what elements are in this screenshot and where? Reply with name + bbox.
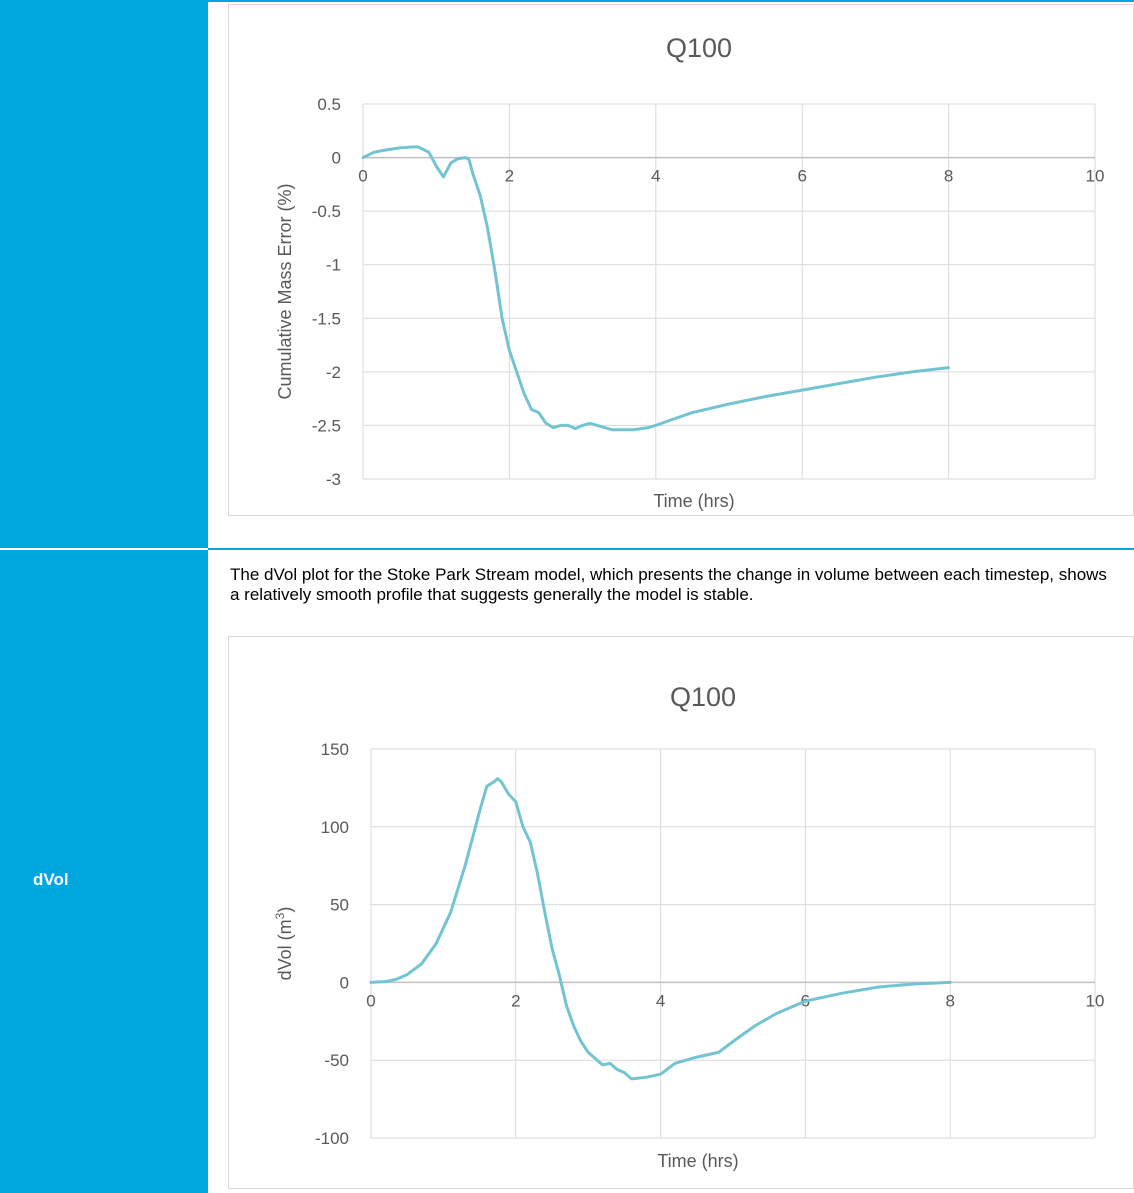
chart-title: Q100 (666, 33, 732, 63)
y-tick-label: -1 (326, 256, 341, 275)
y-axis-label: Cumulative Mass Error (%) (275, 183, 295, 399)
x-tick-label: 2 (511, 991, 520, 1010)
y-tick-label: -1.5 (312, 309, 341, 328)
mass-error-chart: Q100 0.5 0 -0.5 -1 -1.5 -2 -2.5 -3 0 2 4 6 8 10 Time (h… (228, 4, 1134, 516)
y-tick-label: 0.5 (317, 95, 341, 114)
y-axis-label: dVol (m3) (273, 907, 295, 981)
table-row-divider (208, 548, 1134, 550)
y-tick-label: -3 (326, 470, 341, 489)
y-tick-label: -100 (315, 1129, 349, 1148)
y-tick-label: -50 (324, 1051, 349, 1070)
x-axis-label: Time (hrs) (657, 1151, 738, 1171)
y-tick-label: -2.5 (312, 416, 341, 435)
x-axis-label: Time (hrs) (653, 491, 734, 511)
x-tick-label: 4 (651, 167, 660, 186)
dvol-chart: Q100 150 100 50 0 -50 -100 0 2 4 6 8 10 Time (hrs) dVo… (228, 636, 1134, 1189)
y-tick-label: -2 (326, 363, 341, 382)
x-tick-label: 10 (1086, 991, 1105, 1010)
y-tick-label: 50 (330, 896, 349, 915)
dvol-description: The dVol plot for the Stoke Park Stream … (230, 565, 1107, 604)
sidebar-top-cell (0, 0, 208, 548)
x-tick-label: 0 (358, 167, 367, 186)
row-label-dvol: dVol (33, 870, 69, 889)
y-tick-label: 100 (321, 818, 349, 837)
data-series-line (369, 777, 952, 1081)
y-tick-label: -0.5 (312, 202, 341, 221)
y-tick-label: 0 (340, 973, 349, 992)
x-tick-label: 8 (944, 167, 953, 186)
x-tick-label: 8 (945, 991, 954, 1010)
x-tick-label: 6 (797, 167, 806, 186)
table-top-rule (208, 0, 1134, 2)
x-tick-label: 0 (366, 991, 375, 1010)
x-tick-label: 2 (505, 167, 514, 186)
y-tick-label: 150 (321, 740, 349, 759)
chart-title: Q100 (670, 682, 736, 712)
x-tick-label: 4 (656, 991, 665, 1010)
data-series-line (361, 145, 951, 432)
mass-error-chart-svg: Q100 0.5 0 -0.5 -1 -1.5 -2 -2.5 -3 0 2 4 6 8 10 Time (h… (275, 33, 1105, 511)
y-tick-label: 0 (332, 149, 341, 168)
sidebar-bottom-cell (0, 550, 208, 1193)
x-tick-label: 10 (1086, 167, 1105, 186)
